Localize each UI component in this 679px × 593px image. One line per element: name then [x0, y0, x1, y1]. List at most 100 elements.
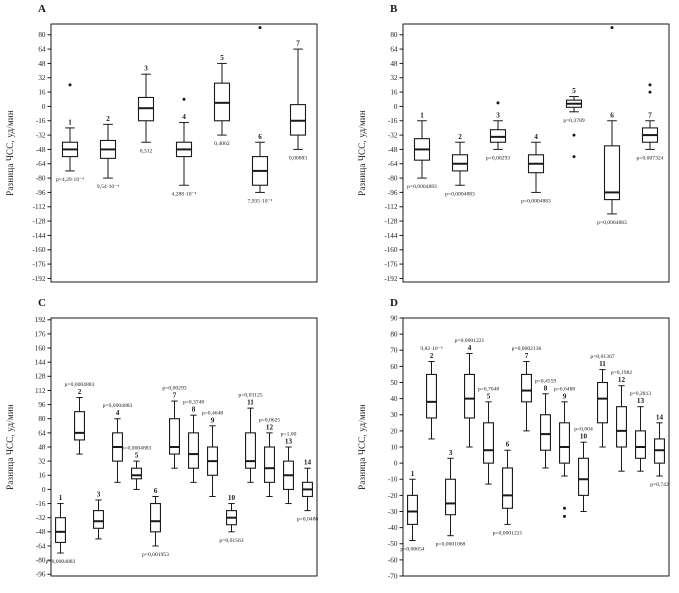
box-D-7: 7p=0,0002136 [512, 346, 542, 432]
box-D-14: 14 p=0,742 [650, 413, 669, 488]
p-value-annotation: p=0,0004883 [65, 382, 95, 388]
y-tick-label: 192 [35, 316, 46, 324]
box-number-label: 2 [430, 352, 434, 360]
panel-a-y-axis-title: Разница ЧСС, уд/мин [4, 16, 17, 290]
box-number-label: 4 [116, 409, 120, 417]
p-value-annotation: p=4,29·10⁻⁴ [56, 177, 84, 183]
box-number-label: 5 [220, 54, 224, 62]
box-B-1: 1 p=0,0004883 [407, 111, 437, 190]
p-value-annotation: p=0,0002136 [512, 346, 542, 352]
box-C-9: 9p=0,4648 [202, 410, 223, 497]
box-A-2: 2 9,54·10⁻⁴ [97, 115, 119, 190]
box-number-label: 13 [285, 438, 293, 446]
y-tick-label: -176 [32, 260, 46, 268]
box-A-7: 7 0,00883 [289, 40, 307, 162]
outlier-point [648, 83, 652, 87]
y-axis-title-text: Разница ЧСС, уд/мин [357, 404, 367, 490]
box-C-11: 11p=0,03125 [238, 393, 263, 483]
outlier-point [563, 514, 566, 518]
box-D-12: 12p=0,1982 [611, 370, 633, 472]
box-number-label: 6 [506, 441, 510, 449]
y-tick-label: -176 [384, 260, 398, 268]
box-C-6: 6 p=0,001953 [142, 487, 169, 558]
box-number-label: 1 [411, 470, 415, 478]
y-tick-label: 20 [390, 427, 398, 435]
box-D-9: 9p=0,6488 [554, 386, 575, 518]
outlier-point [648, 90, 652, 94]
box-D-1: 1 p=0,00654 [400, 470, 424, 553]
p-value-annotation: p=0,4559 [535, 378, 557, 384]
panel-d: D Разница ЧСС, уд/мин 90 80 70 60 50 40 30 20 10… [342, 296, 679, 591]
box-C-13: 13p=1,00 [281, 432, 297, 505]
box-C-4: 4p=0,0004883 [103, 403, 133, 483]
y-tick-label: -96 [388, 189, 398, 197]
p-value-annotation: p=0,0488 [297, 517, 319, 523]
box-A-4: 4 4,288·10⁻⁴ [172, 97, 197, 197]
y-tick-label: -64 [388, 160, 398, 168]
p-value-annotation: p=0,007324 [637, 155, 664, 161]
box-number-label: 10 [580, 433, 588, 441]
p-value-annotation: p=0,0004883 [103, 403, 133, 409]
y-tick-label: 176 [35, 330, 46, 338]
y-tick-label: 30 [390, 411, 398, 419]
box-number-label: 4 [468, 344, 472, 352]
y-tick-label: -32 [36, 514, 46, 522]
box-number-label: 7 [648, 111, 652, 119]
panel-a-letter: A [38, 3, 46, 15]
y-tick-label: 80 [38, 415, 46, 423]
panel-b-letter: B [390, 3, 398, 15]
box-number-label: 2 [458, 133, 462, 141]
outlier-point [68, 83, 72, 87]
p-value-annotation: p=0,1982 [611, 370, 633, 376]
box-B-7: 7 p=0,007324 [637, 83, 664, 161]
box-B-6: 6 p=0,0004883 [597, 26, 627, 226]
box-B-5: 5 p=0,3789 [563, 87, 585, 159]
y-tick-label: -70 [388, 572, 398, 580]
y-tick-label: -192 [32, 275, 46, 283]
y-axis-title-text: Разница ЧСС, уд/мин [357, 110, 367, 196]
y-tick-label: 16 [390, 88, 398, 96]
box-number-label: 14 [304, 459, 312, 467]
y-tick-label: 32 [38, 74, 46, 82]
box-number-label: 7 [525, 352, 529, 360]
y-tick-label: -128 [384, 217, 398, 225]
box-number-label: 1 [68, 118, 72, 126]
box-number-label: 12 [618, 376, 626, 384]
box-number-label: 8 [544, 384, 548, 392]
box-C-3: 3 [93, 491, 104, 540]
box-number-label: 8 [192, 406, 196, 414]
box-number-label: 5 [487, 392, 491, 400]
y-tick-label: 0 [42, 486, 46, 494]
box-number-label: 6 [154, 487, 158, 495]
box-D-13: 13p=0,2813 [630, 391, 651, 472]
p-value-annotation: 0,4062 [214, 141, 230, 147]
box-number-label: 9 [563, 392, 567, 400]
box-number-label: 6 [258, 133, 262, 141]
box-B-2: 2 p=0,0004883 [445, 133, 475, 198]
y-tick-label: -16 [388, 117, 398, 125]
p-value-annotation: p=0,00293 [486, 155, 510, 161]
y-tick-label: -64 [36, 160, 46, 168]
box-D-4: 4p=0,0001221 [455, 338, 485, 448]
outlier-point [258, 26, 262, 30]
p-value-annotation: 9,82·10⁻⁴ [420, 346, 442, 352]
y-tick-label: 80 [38, 31, 46, 39]
panel-d-y-axis-title: Разница ЧСС, уд/мин [356, 310, 369, 584]
y-tick-label: 90 [390, 314, 398, 322]
y-tick-label: 64 [38, 429, 46, 437]
p-value-annotation: p=0,0625 [259, 417, 281, 423]
panel-c-letter: C [38, 297, 46, 309]
y-tick-label: -192 [384, 275, 398, 283]
outlier-point [610, 26, 614, 30]
box-B-3: 3 p=0,00293 [486, 101, 510, 161]
box-A-3: 3 0,312 [137, 65, 155, 154]
p-value-annotation: p=0,0004883 [122, 446, 152, 452]
y-tick-label: -50 [388, 540, 398, 548]
panel-b-body: Разница ЧСС, уд/мин 80 64 48 32 16 0 -16 -32 -48… [356, 16, 675, 290]
y-tick-label: -64 [36, 542, 46, 550]
y-tick-label: 160 [35, 344, 46, 352]
y-tick-label: 50 [390, 379, 398, 387]
y-tick-label: -144 [384, 232, 398, 240]
box-A-6: 6 7,935·10⁻⁴ [248, 26, 273, 204]
